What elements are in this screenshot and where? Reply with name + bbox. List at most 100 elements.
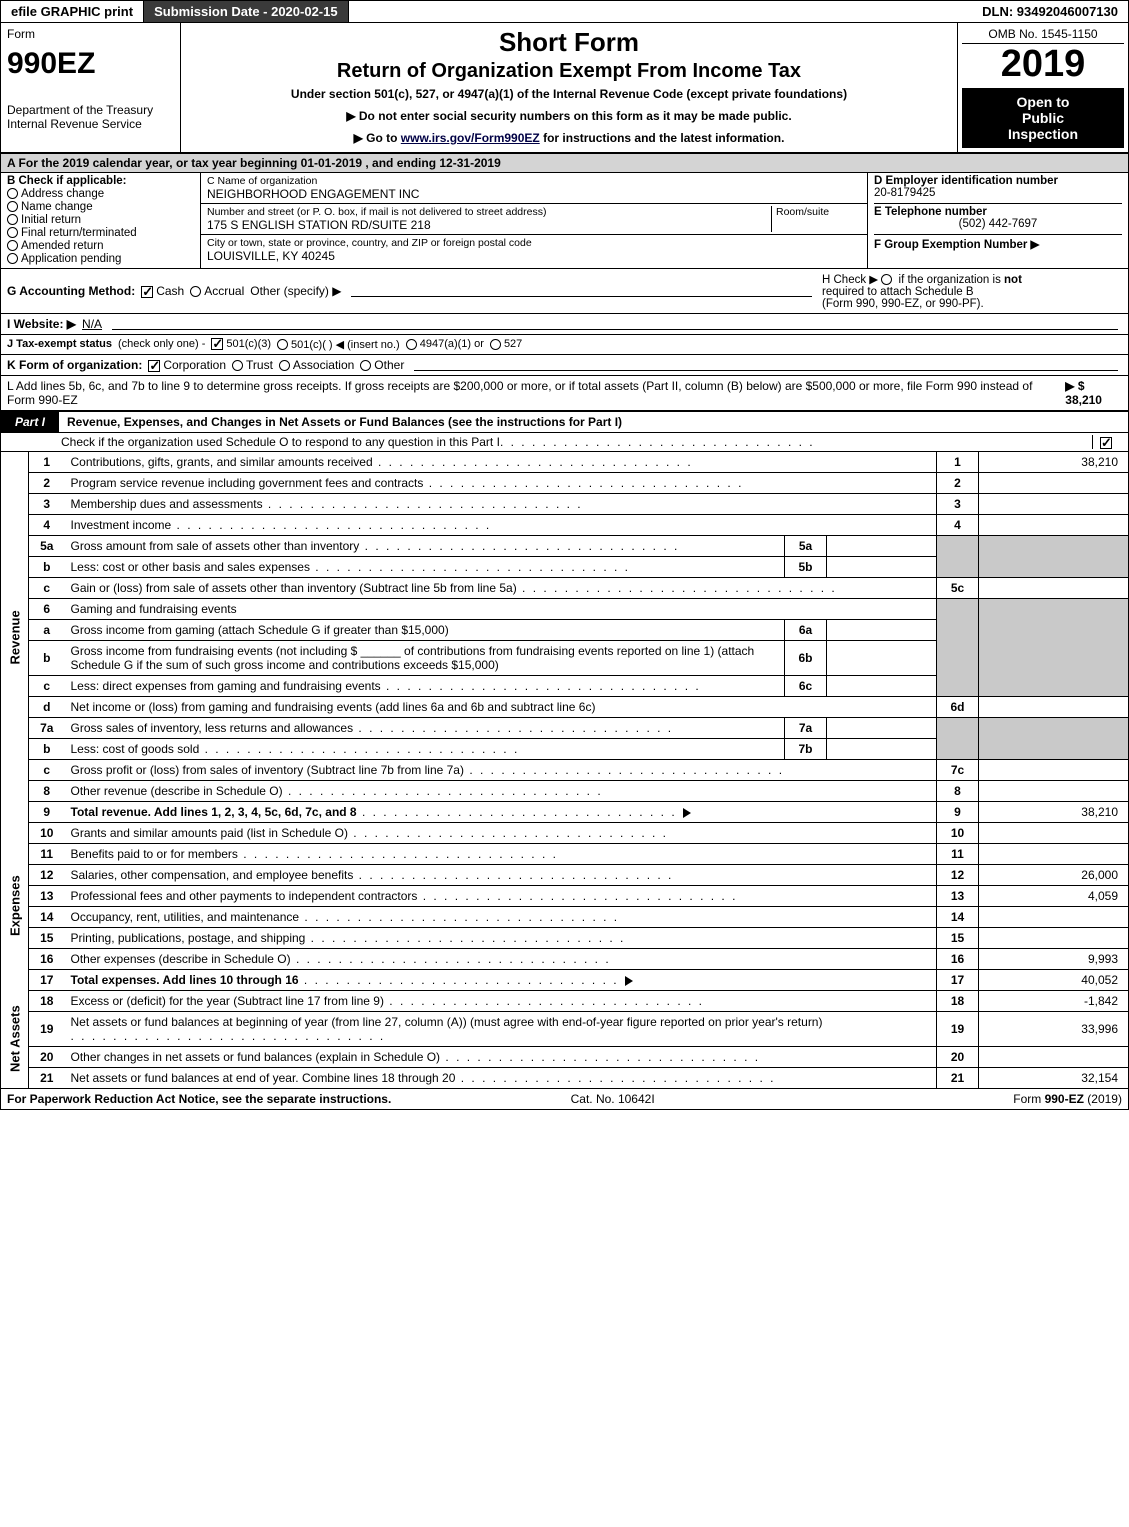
chk-address-change[interactable]: Address change: [7, 188, 194, 200]
k-other[interactable]: Other: [360, 358, 404, 372]
ln-1: 1: [29, 452, 65, 473]
k-blank-line: [414, 370, 1118, 371]
g-label: G Accounting Method:: [7, 284, 135, 298]
tel-label: E Telephone number: [874, 206, 987, 218]
title-short-form: Short Form: [189, 27, 949, 58]
g-blank-line: [351, 296, 812, 297]
side-net-assets: Net Assets: [1, 990, 29, 1088]
chk-application-pending[interactable]: Application pending: [7, 253, 194, 265]
city-value: LOUISVILLE, KY 40245: [207, 249, 861, 263]
row-k: K Form of organization: Corporation Trus…: [0, 355, 1129, 376]
part1-sub-text: Check if the organization used Schedule …: [61, 435, 500, 449]
city-label: City or town, state or province, country…: [207, 237, 861, 249]
goto-line: ▶ Go to www.irs.gov/Form990EZ for instru…: [189, 131, 949, 145]
insp-3: Inspection: [964, 126, 1122, 142]
j-4947[interactable]: 4947(a)(1) or: [406, 338, 484, 350]
g-other[interactable]: Other (specify) ▶: [250, 284, 341, 298]
footer: For Paperwork Reduction Act Notice, see …: [0, 1089, 1129, 1110]
j-501c[interactable]: 501(c)( ) ◀ (insert no.): [277, 338, 400, 351]
footer-left: For Paperwork Reduction Act Notice, see …: [7, 1092, 391, 1106]
h-note: H Check ▶ if the organization is not req…: [822, 272, 1122, 310]
amt-9: 38,210: [979, 801, 1129, 822]
ein-value: 20-8179425: [874, 187, 935, 199]
form-label: Form: [7, 27, 174, 41]
l-amount: ▶ $ 38,210: [1065, 379, 1122, 407]
amt-18: -1,842: [979, 990, 1129, 1011]
box-b-heading: B Check if applicable:: [7, 175, 127, 187]
org-name-value: NEIGHBORHOOD ENGAGEMENT INC: [207, 187, 861, 201]
k-corporation[interactable]: Corporation: [148, 358, 226, 372]
amt-12: 26,000: [979, 864, 1129, 885]
l-text: L Add lines 5b, 6c, and 7b to line 9 to …: [7, 379, 1059, 407]
amt-17: 40,052: [979, 969, 1129, 990]
goto-post: for instructions and the latest informat…: [543, 131, 784, 145]
footer-right: Form 990-EZ (2019): [1013, 1092, 1122, 1106]
insp-2: Public: [964, 110, 1122, 126]
k-trust[interactable]: Trust: [232, 358, 273, 372]
form-header: Form 990EZ Department of the Treasury In…: [0, 23, 1129, 154]
addr-value: 175 S ENGLISH STATION RD/SUITE 218: [207, 218, 431, 232]
row-l: L Add lines 5b, 6c, and 7b to line 9 to …: [0, 376, 1129, 411]
j-label: J Tax-exempt status: [7, 338, 112, 350]
k-association[interactable]: Association: [279, 358, 354, 372]
part1-title: Revenue, Expenses, and Changes in Net As…: [59, 412, 1128, 432]
group-exemption-label: F Group Exemption Number ▶: [874, 239, 1039, 251]
chk-amended-return[interactable]: Amended return: [7, 240, 194, 252]
h-checkbox[interactable]: [881, 274, 892, 285]
subtitle: Under section 501(c), 527, or 4947(a)(1)…: [189, 87, 949, 101]
chk-initial-return[interactable]: Initial return: [7, 214, 194, 226]
amt-16: 9,993: [979, 948, 1129, 969]
amt-13: 4,059: [979, 885, 1129, 906]
insp-1: Open to: [964, 94, 1122, 110]
i-blank-line: [112, 329, 1118, 330]
top-bar: efile GRAPHIC print Submission Date - 20…: [0, 0, 1129, 23]
i-label: I Website: ▶: [7, 317, 76, 331]
part1-schedule-o-checkbox[interactable]: [1100, 437, 1112, 449]
omb-number: OMB No. 1545-1150: [962, 27, 1124, 44]
header-right: OMB No. 1545-1150 2019 Open to Public In…: [958, 23, 1128, 152]
header-left: Form 990EZ Department of the Treasury In…: [1, 23, 181, 152]
box-def: D Employer identification number 20-8179…: [868, 173, 1128, 268]
efile-print-button[interactable]: efile GRAPHIC print: [1, 1, 144, 22]
row-j: J Tax-exempt status (check only one) - 5…: [0, 335, 1129, 355]
info-grid: B Check if applicable: Address change Na…: [0, 173, 1129, 269]
row-g-h: G Accounting Method: Cash Accrual Other …: [0, 269, 1129, 314]
form-code: 990EZ: [7, 47, 174, 81]
room-label: Room/suite: [776, 206, 829, 218]
addr-label: Number and street (or P. O. box, if mail…: [207, 206, 546, 218]
dept-irs: Internal Revenue Service: [7, 117, 174, 131]
dln-label: DLN: 93492046007130: [972, 1, 1128, 22]
inspection-box: Open to Public Inspection: [962, 88, 1124, 148]
g-cash[interactable]: Cash: [141, 284, 184, 298]
side-expenses: Expenses: [1, 822, 29, 990]
k-label: K Form of organization:: [7, 358, 142, 372]
part1-bar: Part I Revenue, Expenses, and Changes in…: [0, 411, 1129, 433]
arrow-icon: [683, 808, 691, 818]
j-501c3[interactable]: 501(c)(3): [211, 338, 271, 350]
tel-value: (502) 442-7697: [874, 218, 1122, 230]
goto-pre: ▶ Go to: [354, 131, 401, 145]
box-c: C Name of organization NEIGHBORHOOD ENGA…: [201, 173, 868, 268]
org-name-label: C Name of organization: [207, 175, 861, 187]
part1-sub: Check if the organization used Schedule …: [0, 433, 1129, 452]
topbar-spacer: [349, 1, 973, 22]
dept-treasury: Department of the Treasury: [7, 103, 174, 117]
row-i: I Website: ▶ N/A: [0, 314, 1129, 335]
chk-name-change[interactable]: Name change: [7, 201, 194, 213]
submission-date-button[interactable]: Submission Date - 2020-02-15: [144, 1, 349, 22]
ein-label: D Employer identification number: [874, 175, 1058, 187]
lines-table: Revenue 1 Contributions, gifts, grants, …: [0, 452, 1129, 1089]
period-row: A For the 2019 calendar year, or tax yea…: [0, 154, 1129, 173]
j-527[interactable]: 527: [490, 338, 522, 350]
amt-19: 33,996: [979, 1011, 1129, 1046]
g-accrual[interactable]: Accrual: [190, 284, 244, 298]
chk-final-return[interactable]: Final return/terminated: [7, 227, 194, 239]
goto-link[interactable]: www.irs.gov/Form990EZ: [401, 131, 540, 145]
amt-1: 38,210: [979, 452, 1129, 473]
part1-label: Part I: [1, 412, 59, 432]
j-note: (check only one) -: [118, 338, 205, 350]
amt-21: 32,154: [979, 1067, 1129, 1088]
title-return: Return of Organization Exempt From Incom…: [189, 60, 949, 83]
side-revenue: Revenue: [1, 452, 29, 823]
box-b: B Check if applicable: Address change Na…: [1, 173, 201, 268]
